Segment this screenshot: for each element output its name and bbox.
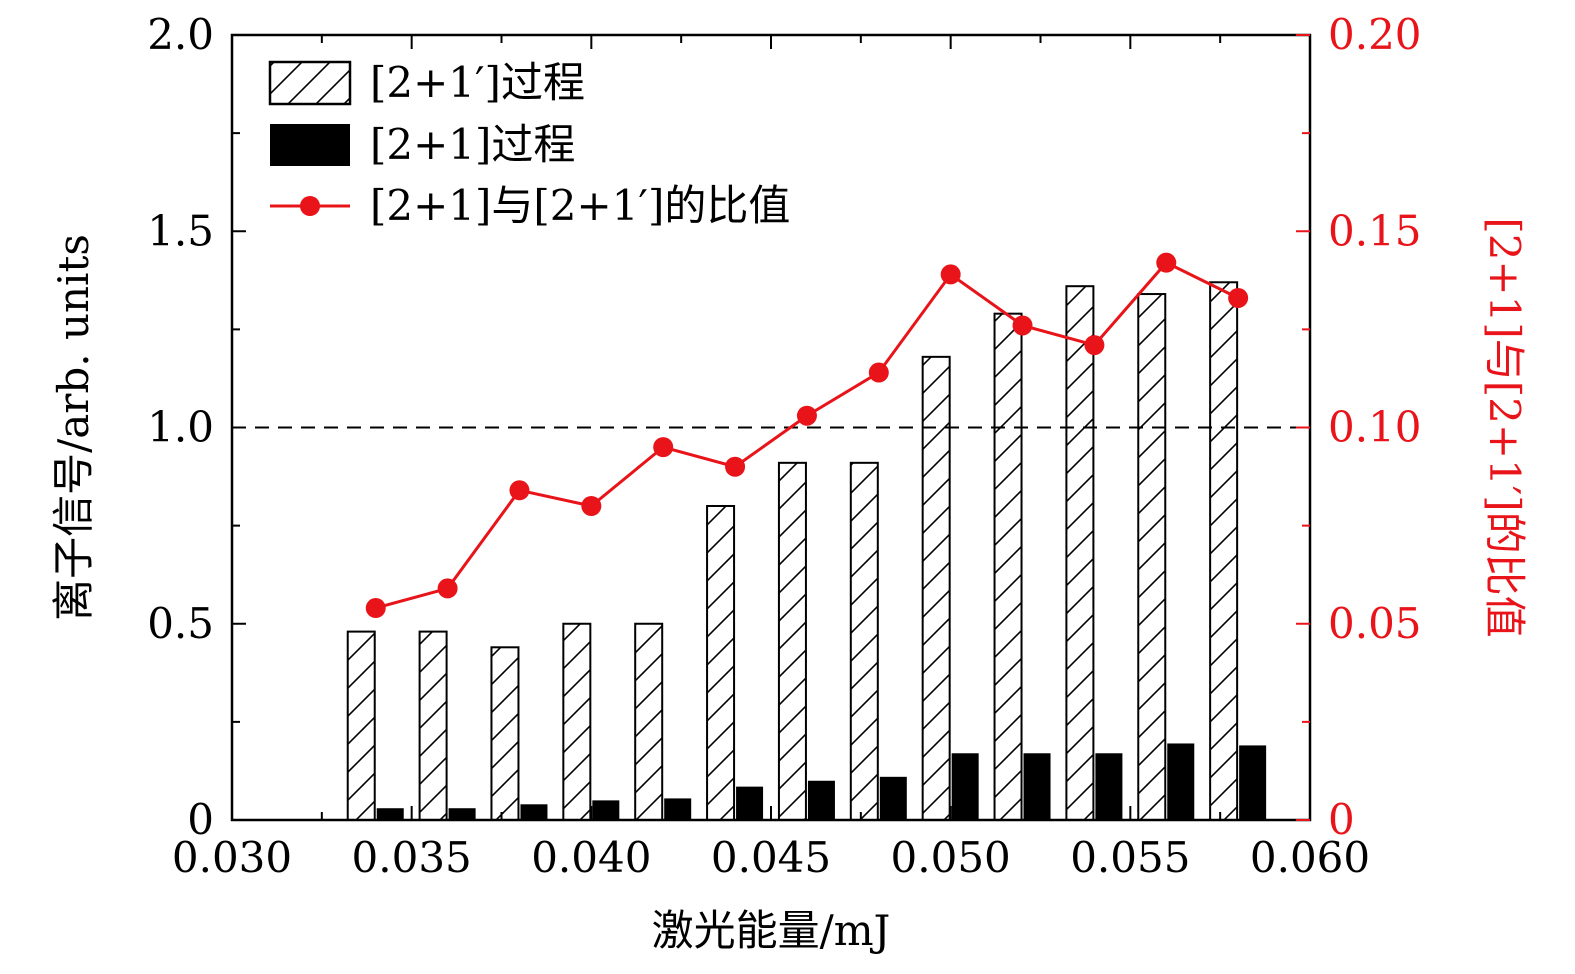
hatched-bar [562,622,592,821]
hatched-bars [346,281,1239,821]
solid-bar [1095,753,1123,820]
legend: [2+1′]过程 [2+1]过程 [2+1]与[2+1′]的比值 [268,58,790,230]
hatched-bar [346,630,376,821]
hatched-bar [1209,281,1239,821]
x-tick-label: 0.050 [891,833,1011,882]
solid-bar [592,800,620,820]
ratio-marker [1012,315,1033,336]
ratio-marker [940,264,961,285]
right-y-tick-label: 0.15 [1328,206,1422,255]
legend-swatch-solid [270,124,350,166]
x-tick-label: 0.045 [711,833,831,882]
ratio-marker [437,578,458,599]
x-axis-ticks: 0.030 0.035 0.040 0.045 0.050 0.055 0.060 [172,35,1370,882]
left-y-tick-label: 1.0 [147,403,214,452]
x-tick-label: 0.035 [352,833,472,882]
solid-bar [736,786,764,820]
left-y-axis-title: 离子信号/arb. units [49,234,98,621]
left-y-axis-ticks: 0 0.5 1.0 1.5 2.0 [147,10,246,844]
right-y-tick-label: 0.05 [1328,599,1422,648]
solid-bar [951,753,979,820]
left-y-tick-label: 2.0 [147,10,214,59]
ratio-marker [796,405,817,426]
hatched-bar [777,461,807,821]
x-tick-label: 0.040 [531,833,651,882]
hatched-bar [706,505,736,821]
right-y-tick-label: 0.20 [1328,10,1422,59]
x-tick-label: 0.030 [172,833,292,882]
solid-bar [1167,743,1195,820]
hatched-bar [1137,293,1167,821]
ratio-marker [365,598,386,619]
hatched-bar [849,461,879,821]
x-axis-title: 激光能量/mJ [652,906,891,955]
solid-bar [376,808,404,820]
right-y-tick-label: 0 [1328,795,1355,844]
solid-bars [376,743,1267,820]
solid-bar [879,776,907,820]
legend-swatch-ratio-marker [300,196,320,216]
right-y-tick-label: 0.10 [1328,403,1422,452]
solid-bar [664,798,692,820]
solid-bar [448,808,476,820]
left-y-tick-label: 0.5 [147,599,214,648]
ratio-marker [1156,252,1177,273]
legend-label-hatched: [2+1′]过程 [370,58,585,107]
ratio-marker [868,362,889,383]
hatched-bar [993,312,1023,821]
hatched-bar [921,355,951,821]
ratio-marker [1228,287,1249,308]
ratio-series [365,252,1249,619]
ratio-marker [725,456,746,477]
ratio-marker [581,496,602,516]
solid-bar [1239,745,1267,820]
x-tick-label: 0.055 [1070,833,1190,882]
left-y-tick-label: 1.5 [147,206,214,255]
ratio-marker [1084,335,1105,356]
hatched-bar [490,646,520,821]
hatched-bar [1065,285,1095,821]
hatched-bar [634,622,664,821]
solid-bar [520,804,548,820]
right-y-axis-ticks: 0 0.05 0.10 0.15 0.20 [1296,10,1422,844]
ratio-marker [509,480,530,501]
x-tick-label: 0.060 [1250,833,1370,882]
legend-swatch-hatched [268,60,352,106]
hatched-bar [418,630,448,821]
left-y-tick-label: 0 [187,795,214,844]
legend-label-solid: [2+1]过程 [370,120,575,169]
solid-bar [807,780,835,820]
right-y-axis-title: [2+1]与[2+1′]的比值 [1480,217,1529,637]
solid-bar [1023,753,1051,820]
legend-label-ratio: [2+1]与[2+1′]的比值 [370,181,790,230]
ratio-marker [653,437,674,458]
